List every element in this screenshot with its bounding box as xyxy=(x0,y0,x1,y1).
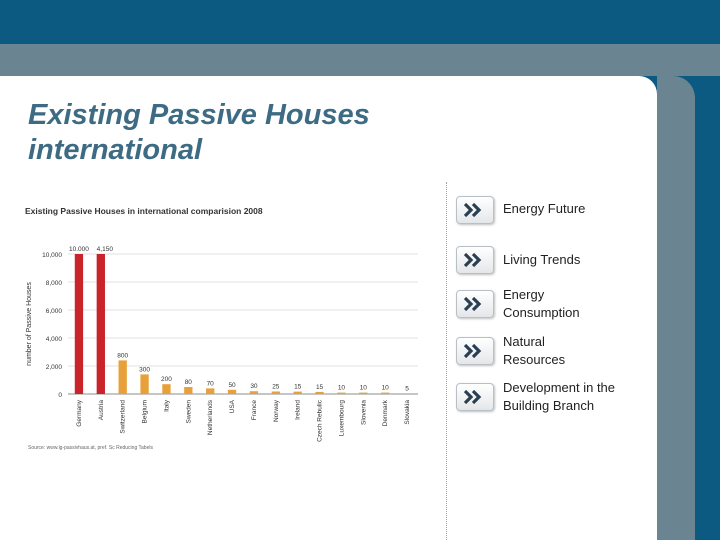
data-label: 50 xyxy=(228,382,236,389)
bar-sweden xyxy=(184,387,193,394)
menu-button-3[interactable] xyxy=(456,290,494,318)
data-label: 800 xyxy=(117,352,128,359)
x-tick-label: Slovenia xyxy=(360,400,367,425)
data-label: 4,150 xyxy=(97,246,114,253)
x-tick-label: Belgium xyxy=(142,400,149,423)
bar-luxembourg xyxy=(337,392,346,394)
data-label: 15 xyxy=(316,384,324,391)
menu-label-2[interactable]: Living Trends xyxy=(503,252,581,267)
data-label: 30 xyxy=(250,383,258,390)
x-tick-label: Slovakia xyxy=(404,400,411,425)
bar-switzerland xyxy=(118,360,127,394)
y-tick-label: 0 xyxy=(58,392,62,399)
bar-slovakia xyxy=(402,393,412,394)
bar-norway xyxy=(271,391,280,394)
bar-usa xyxy=(227,389,237,394)
x-tick-label: Germany xyxy=(76,399,83,426)
x-tick-label: France xyxy=(251,400,258,421)
data-label: 5 xyxy=(405,385,409,392)
bar-belgium xyxy=(140,374,149,394)
x-tick-label: Norway xyxy=(273,399,280,422)
menu-label-3[interactable]: Energy Consumption xyxy=(503,287,580,320)
y-tick-label: 4,000 xyxy=(46,336,63,343)
bar-netherlands xyxy=(206,388,215,394)
double-chevron-right-icon xyxy=(464,390,482,404)
menu-label-4[interactable]: Natural Resources xyxy=(503,334,566,367)
chart-title: Existing Passive Houses in international… xyxy=(25,206,263,216)
y-tick-label: 8,000 xyxy=(46,280,63,287)
x-tick-label: Sweden xyxy=(185,400,192,424)
bar-slovenia xyxy=(359,392,368,394)
menu-label-5[interactable]: Development in the Building Branch xyxy=(503,380,616,413)
y-axis-label: number of Passive Houses xyxy=(26,282,33,366)
bar-ireland xyxy=(293,391,302,394)
x-tick-label: Denmark xyxy=(382,399,389,426)
data-label: 25 xyxy=(272,383,280,390)
bar-denmark xyxy=(381,392,390,394)
x-tick-label: Luxembourg xyxy=(338,400,345,437)
bar-germany xyxy=(74,254,84,394)
x-tick-label: Ireland xyxy=(295,400,302,420)
x-tick-label: Netherlands xyxy=(207,399,214,435)
x-tick-label: Switzerland xyxy=(120,400,127,434)
menu-button-4[interactable] xyxy=(456,337,494,365)
data-label: 70 xyxy=(207,380,215,387)
x-tick-label: Austria xyxy=(98,400,105,421)
data-label: 10 xyxy=(360,385,368,392)
y-tick-label: 10,000 xyxy=(42,252,62,259)
menu-button-5[interactable] xyxy=(456,383,494,411)
data-label: 200 xyxy=(161,376,172,383)
slide-title: Existing Passive Houses international xyxy=(28,99,370,166)
menu-button-1[interactable] xyxy=(456,196,494,224)
data-label: 15 xyxy=(294,384,302,391)
data-label: 80 xyxy=(185,379,193,386)
bar-france xyxy=(249,391,259,394)
chart-source: Source: www.ig-passivhaus.at, pref. Sc R… xyxy=(28,445,153,451)
passive-houses-bar-chart: Existing Passive Houses in international… xyxy=(25,206,418,451)
header-band xyxy=(0,44,720,76)
data-label: 10 xyxy=(338,385,346,392)
right-decor-strip xyxy=(657,76,695,540)
y-tick-label: 6,000 xyxy=(46,308,63,315)
y-tick-label: 2,000 xyxy=(46,364,63,371)
x-tick-label: Italy xyxy=(163,399,170,412)
menu-divider xyxy=(446,182,447,540)
data-label: 10.000 xyxy=(69,246,89,253)
double-chevron-right-icon xyxy=(464,297,482,311)
double-chevron-right-icon xyxy=(464,203,482,217)
double-chevron-right-icon xyxy=(464,344,482,358)
bar-czech-rebulic xyxy=(315,391,324,394)
content-panel xyxy=(0,76,657,540)
menu-label-1[interactable]: Energy Future xyxy=(503,201,586,216)
data-label: 10 xyxy=(382,385,390,392)
x-tick-label: Czech Rebulic xyxy=(317,399,324,442)
double-chevron-right-icon xyxy=(464,253,482,267)
x-tick-label: USA xyxy=(229,399,236,413)
data-label: 300 xyxy=(139,366,150,373)
bar-austria xyxy=(96,254,105,394)
bar-italy xyxy=(162,384,171,394)
menu-button-2[interactable] xyxy=(456,246,494,274)
